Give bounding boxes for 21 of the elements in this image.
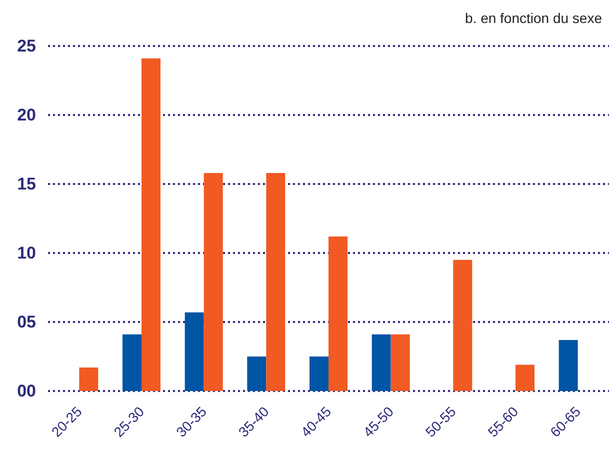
- bar: [184, 312, 204, 391]
- bar: [516, 364, 534, 391]
- bar: [390, 334, 410, 391]
- bar: [79, 368, 98, 391]
- bar: [142, 58, 160, 391]
- chart-title: b. en fonction du sexe: [465, 10, 602, 26]
- bar: [266, 172, 286, 391]
- bar: [204, 172, 223, 391]
- bar: [558, 340, 578, 391]
- bar: [122, 334, 142, 391]
- y-tick-label: 05: [17, 312, 36, 332]
- y-tick-label: 25: [17, 36, 36, 56]
- bar: [310, 356, 328, 391]
- y-tick-label: 15: [17, 174, 36, 194]
- bar: [328, 236, 348, 391]
- bar: [372, 334, 391, 391]
- y-tick-label: 10: [17, 244, 36, 262]
- bar: [453, 260, 472, 391]
- bar: [247, 356, 266, 391]
- y-tick-label: 20: [17, 106, 36, 124]
- y-tick-label: 00: [17, 382, 36, 400]
